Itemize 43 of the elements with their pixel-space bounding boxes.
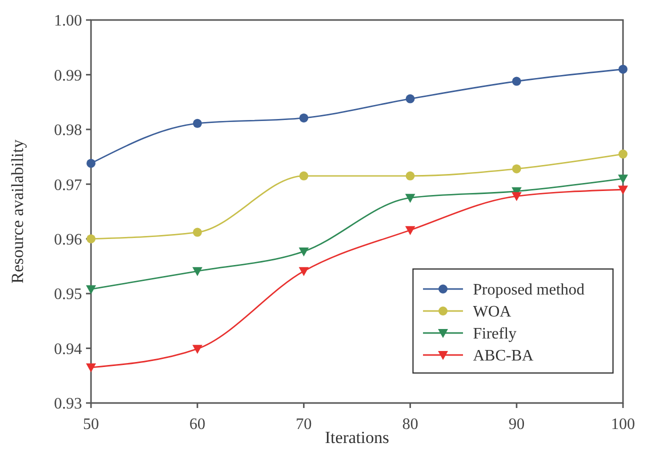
point xyxy=(405,194,416,203)
point xyxy=(618,64,628,74)
point xyxy=(192,118,202,128)
y-tick-label: 0.96 xyxy=(54,231,82,248)
x-tick-label: 70 xyxy=(296,416,312,433)
y-tick-label: 0.99 xyxy=(54,67,82,84)
point xyxy=(512,164,522,174)
legend-label: Proposed method xyxy=(473,282,585,299)
point xyxy=(192,344,202,354)
point xyxy=(618,150,628,159)
point xyxy=(298,247,309,256)
y-tick-label: 0.94 xyxy=(54,340,82,358)
point xyxy=(512,192,522,202)
point xyxy=(406,171,415,180)
point xyxy=(86,234,96,244)
x-axis-title: Iterations xyxy=(324,428,390,447)
point xyxy=(618,186,628,195)
x-tick-label: 50 xyxy=(83,416,99,433)
point xyxy=(512,76,522,86)
y-tick-label: 1.00 xyxy=(54,12,82,30)
x-tick-label: 90 xyxy=(508,416,525,433)
point xyxy=(405,226,416,236)
x-tick-label: 60 xyxy=(189,416,206,433)
point xyxy=(192,267,202,276)
legend-label: WOA xyxy=(473,304,512,321)
y-tick-label: 0.93 xyxy=(54,396,82,413)
point xyxy=(86,363,96,372)
x-tick-label: 100 xyxy=(611,416,635,433)
point xyxy=(192,228,202,237)
point xyxy=(86,285,96,294)
point xyxy=(299,171,308,180)
point xyxy=(618,174,628,184)
point xyxy=(298,267,309,276)
legend-label: Firefly xyxy=(473,326,517,343)
legend-label: ABC-BA xyxy=(473,348,534,365)
y-tick-label: 0.95 xyxy=(54,286,82,304)
point xyxy=(299,113,308,122)
point xyxy=(406,94,415,104)
y-tick-label: 0.97 xyxy=(54,176,82,194)
y-tick-label: 0.98 xyxy=(54,122,82,140)
y-axis-title: Resource availability xyxy=(8,139,27,284)
x-tick-label: 80 xyxy=(402,416,418,433)
point xyxy=(86,158,96,168)
